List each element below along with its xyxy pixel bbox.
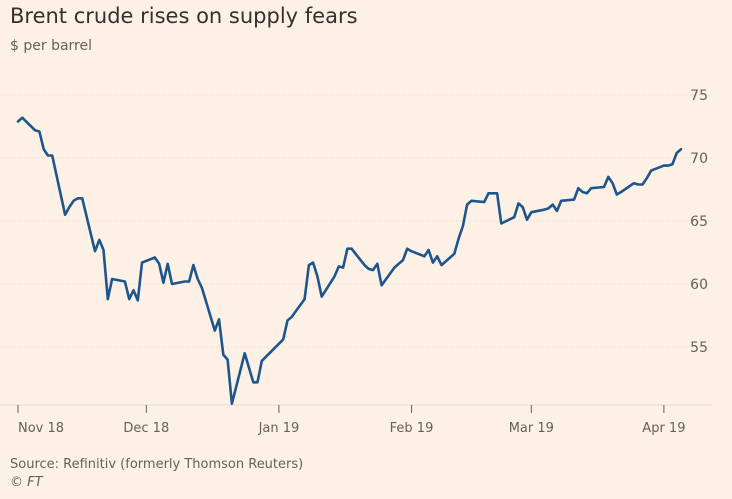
series-line	[16, 116, 683, 405]
x-tick-label: Mar 19	[509, 421, 554, 436]
ft-credit: © FT	[10, 475, 43, 490]
x-tick-label: Feb 19	[390, 421, 434, 436]
x-tick-label: Jan 19	[258, 421, 300, 436]
gridlines	[0, 94, 712, 348]
series-layer	[16, 116, 683, 405]
source-note: Source: Refinitiv (formerly Thomson Reut…	[10, 457, 304, 472]
chart-title: Brent crude rises on supply fears	[10, 4, 358, 28]
x-axis: Nov 18 Dec 18 Jan 19 Feb 19 Mar 19 Apr 19	[0, 404, 712, 436]
y-tick-label: 75	[690, 88, 708, 104]
y-tick-label: 60	[690, 277, 708, 293]
chart-subtitle: $ per barrel	[10, 38, 92, 54]
y-tick-label: 65	[690, 214, 708, 230]
y-tick-labels: 55 60 65 70 75	[690, 88, 708, 356]
x-tick-label: Dec 18	[123, 421, 169, 436]
x-tick-label: Nov 18	[18, 421, 64, 436]
x-tick-label: Apr 19	[642, 421, 685, 436]
y-tick-label: 70	[690, 151, 708, 167]
line-chart: 55 60 65 70 75 Nov 18 Dec 18 Jan 19 Feb 19 Mar 1…	[0, 88, 712, 436]
y-tick-label: 55	[690, 340, 708, 356]
